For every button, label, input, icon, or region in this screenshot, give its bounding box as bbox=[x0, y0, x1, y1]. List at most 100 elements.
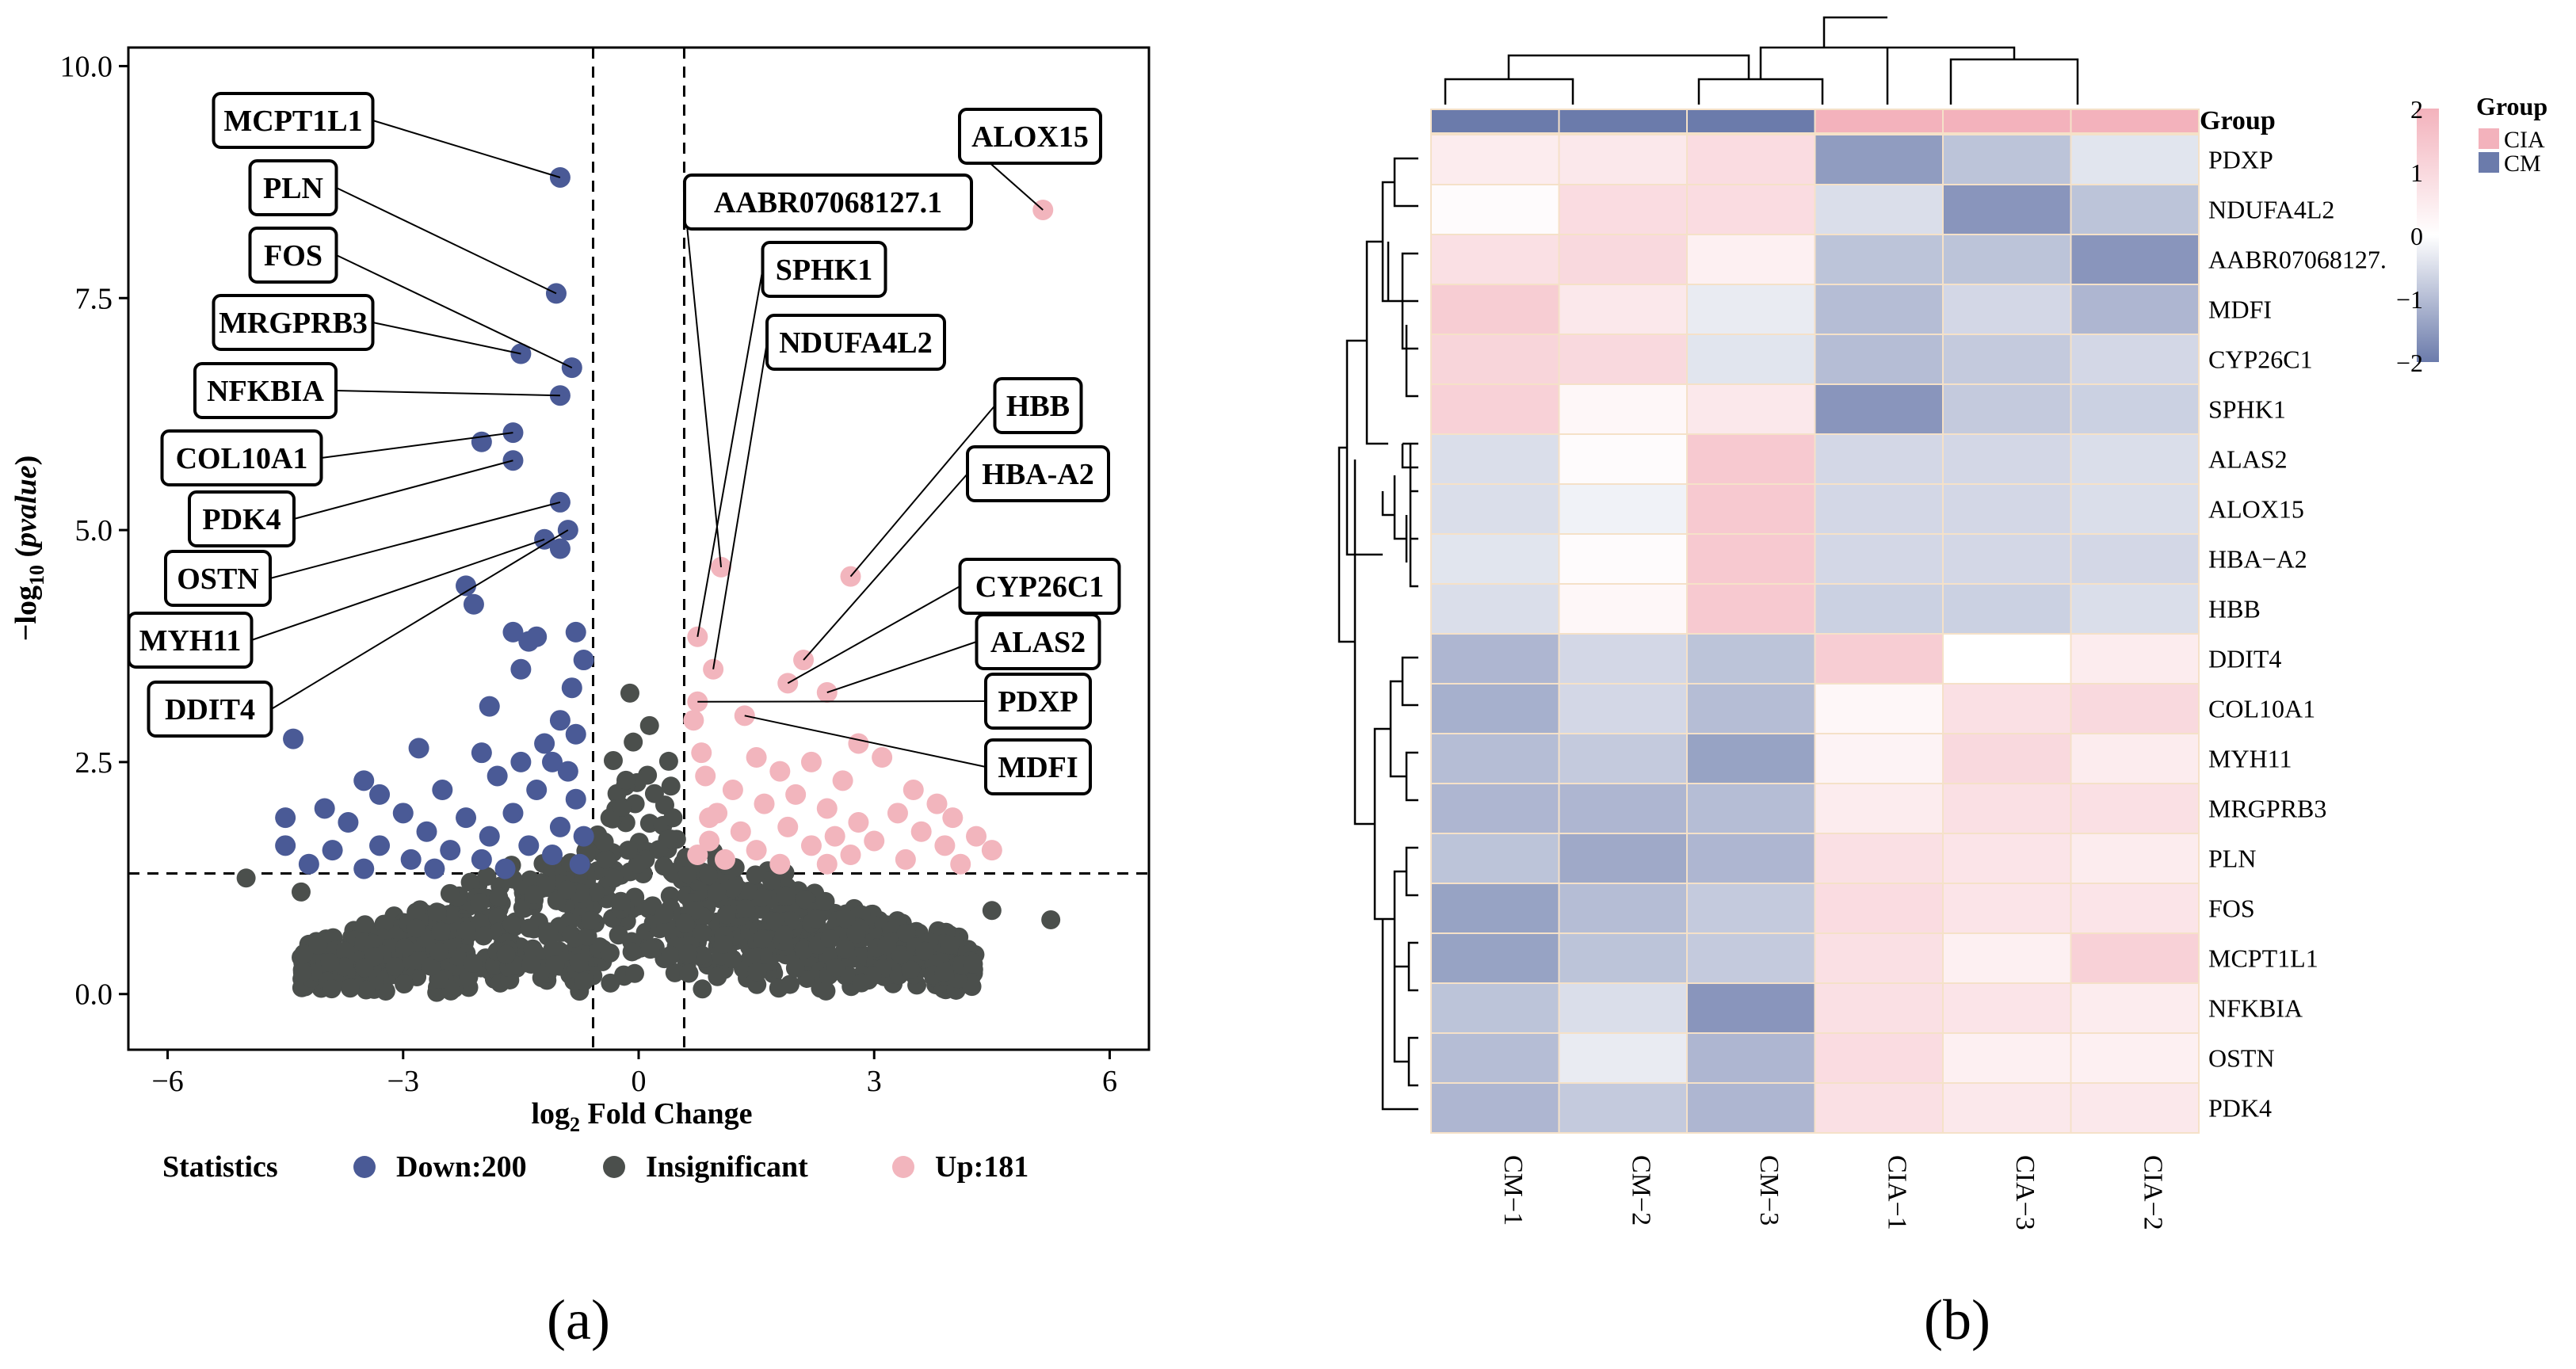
heatmap-cell bbox=[1814, 483, 1944, 535]
heatmap-cell bbox=[1686, 583, 1816, 635]
heatmap-cell bbox=[1686, 733, 1816, 784]
x-tick-label: 6 bbox=[1102, 1065, 1117, 1098]
group-legend-title: Group bbox=[2476, 92, 2547, 120]
x-tick-label: −3 bbox=[387, 1065, 419, 1098]
point-up bbox=[910, 821, 932, 842]
point-up bbox=[722, 780, 743, 801]
point-insignificant bbox=[470, 893, 490, 913]
point-down bbox=[471, 848, 492, 870]
point-up bbox=[848, 733, 869, 754]
heatmap-cell bbox=[1686, 483, 1816, 535]
point-up bbox=[981, 840, 1002, 861]
annotation-label: HBA-A2 bbox=[982, 458, 1093, 491]
annotation-label: MRGPRB3 bbox=[219, 307, 368, 340]
point-insignificant bbox=[322, 979, 342, 999]
heatmap-cell bbox=[1430, 284, 1560, 335]
annotation-leader-line bbox=[787, 585, 960, 684]
point-insignificant bbox=[406, 902, 426, 922]
heatmap-cell bbox=[1686, 284, 1816, 335]
point-down bbox=[416, 821, 437, 842]
point-insignificant bbox=[693, 923, 712, 943]
row-label: NDUFA4L2 bbox=[2208, 196, 2334, 224]
legend-marker-up bbox=[892, 1156, 914, 1178]
heatmap-cell bbox=[1686, 433, 1816, 485]
annotation-leader-line bbox=[293, 460, 513, 520]
column-label: CIA−3 bbox=[2010, 1155, 2040, 1230]
annotation-label: OSTN bbox=[177, 562, 258, 596]
row-label: AABR07068127. bbox=[2208, 246, 2387, 274]
point-down bbox=[298, 853, 319, 875]
column-label: CIA−1 bbox=[1882, 1155, 1911, 1230]
point-insignificant bbox=[677, 864, 697, 883]
point-insignificant bbox=[692, 945, 712, 965]
point-insignificant bbox=[747, 962, 767, 982]
point-up bbox=[695, 765, 716, 787]
point-insignificant bbox=[355, 915, 375, 935]
heatmap-cell bbox=[1814, 433, 1944, 485]
annotation-leader-line bbox=[697, 700, 987, 703]
annotation-leader-line bbox=[251, 538, 545, 641]
point-insignificant bbox=[496, 944, 516, 964]
point-down bbox=[534, 733, 555, 754]
heatmap-cell bbox=[1942, 583, 2072, 635]
point-insignificant bbox=[334, 957, 354, 977]
heatmap-cell bbox=[1430, 433, 1560, 485]
heatmap-cell bbox=[1814, 932, 1944, 984]
point-insignificant bbox=[654, 856, 674, 876]
heatmap-cell bbox=[1942, 633, 2072, 684]
point-down bbox=[542, 751, 563, 772]
point-insignificant bbox=[654, 795, 674, 815]
annotation-label: MCPT1L1 bbox=[223, 105, 362, 138]
volcano-y-axis-label: −log10 (pvalue) bbox=[10, 456, 48, 641]
annotation-leader-line bbox=[321, 432, 513, 459]
point-insignificant bbox=[806, 909, 826, 929]
point-down bbox=[549, 538, 571, 559]
point-down bbox=[569, 853, 590, 875]
point-insignificant bbox=[596, 849, 616, 869]
point-up bbox=[785, 784, 807, 805]
heatmap-cell bbox=[1686, 234, 1816, 285]
point-down bbox=[510, 751, 532, 772]
group-cell-cia bbox=[1942, 109, 2072, 134]
point-down bbox=[275, 807, 296, 829]
point-down bbox=[502, 803, 524, 824]
heatmap-cell bbox=[1430, 583, 1560, 635]
volcano-legend: Statistics Down:200 Insignificant Up:181 bbox=[162, 1150, 1028, 1184]
colorbar-tick-label: 2 bbox=[2410, 95, 2423, 124]
annotation-box bbox=[212, 294, 375, 351]
colorbar bbox=[2417, 109, 2439, 362]
point-insignificant bbox=[489, 887, 509, 907]
heatmap-cell bbox=[1430, 783, 1560, 834]
point-insignificant bbox=[693, 979, 712, 999]
point-down bbox=[561, 677, 582, 699]
point-insignificant bbox=[640, 940, 660, 959]
heatmap-cell bbox=[1558, 833, 1688, 884]
heatmap: PDXP NDUFA4L2 AABR07068127. MDFI CYP26C1 SPHK… bbox=[1338, 16, 2547, 1352]
point-insignificant bbox=[964, 954, 983, 974]
group-legend-swatch-cia bbox=[2479, 128, 2499, 149]
annotation-leader-line bbox=[270, 529, 569, 710]
column-dendrogram bbox=[1444, 16, 2079, 105]
point-insignificant bbox=[649, 840, 669, 860]
point-insignificant bbox=[699, 865, 719, 885]
heatmap-cell bbox=[2070, 1032, 2200, 1084]
point-down bbox=[479, 696, 500, 717]
heatmap-cell bbox=[1558, 783, 1688, 834]
heatmap-cell bbox=[1814, 284, 1944, 335]
point-insignificant bbox=[611, 891, 631, 911]
heatmap-cell bbox=[2070, 733, 2200, 784]
group-cell-cm bbox=[1430, 109, 1560, 134]
heatmap-cell bbox=[1942, 433, 2072, 485]
point-insignificant bbox=[320, 952, 340, 972]
point-down bbox=[322, 840, 343, 861]
point-insignificant bbox=[421, 956, 441, 976]
point-up bbox=[699, 830, 720, 852]
annotation-label: PLN bbox=[263, 172, 323, 205]
point-insignificant bbox=[753, 929, 773, 949]
heatmap-cell bbox=[1814, 1082, 1944, 1134]
heatmap-cell bbox=[1686, 334, 1816, 385]
heatmap-cell bbox=[1430, 334, 1560, 385]
annotation-label: PDXP bbox=[998, 685, 1078, 719]
point-down bbox=[471, 742, 492, 764]
heatmap-cell bbox=[2070, 533, 2200, 585]
